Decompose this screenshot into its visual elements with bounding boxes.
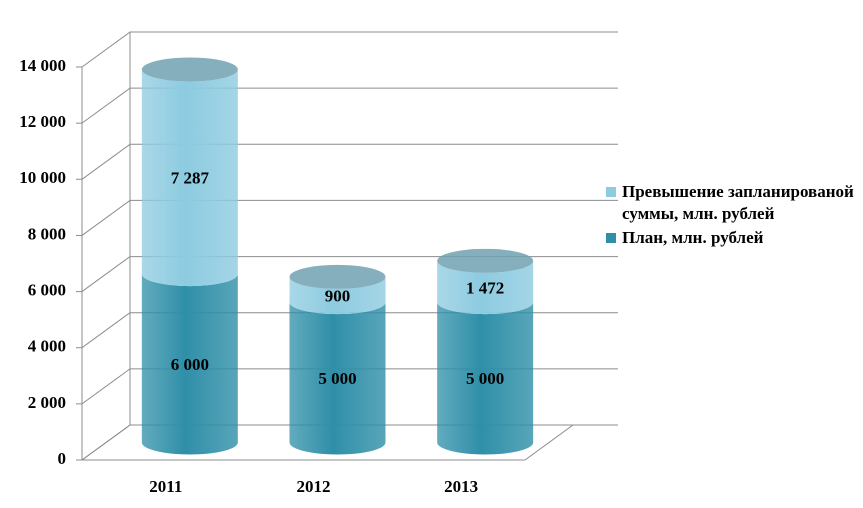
x-tick-label: 2013 bbox=[444, 477, 478, 496]
grid-line bbox=[81, 199, 618, 236]
cylinder-segment bbox=[141, 69, 238, 287]
legend-swatch bbox=[606, 233, 616, 243]
y-tick-label: 10 000 bbox=[19, 168, 66, 187]
cylinder-top bbox=[437, 248, 534, 273]
value-label: 1 472 bbox=[466, 278, 504, 297]
y-tick-label: 8 000 bbox=[28, 224, 66, 243]
value-label: 5 000 bbox=[318, 369, 356, 388]
cylinder-segment bbox=[437, 260, 534, 315]
y-tick-label: 2 000 bbox=[28, 393, 66, 412]
y-tick-label: 0 bbox=[58, 449, 67, 468]
grid-line bbox=[81, 87, 618, 124]
y-tick-label: 14 000 bbox=[19, 56, 66, 75]
value-label: 900 bbox=[325, 286, 351, 305]
legend-swatch bbox=[606, 187, 616, 197]
legend-item: План, млн. рублей bbox=[606, 227, 856, 249]
grid-line bbox=[81, 143, 618, 180]
cylinder-segment bbox=[289, 276, 386, 315]
value-label: 7 287 bbox=[171, 169, 210, 188]
legend-label: План, млн. рублей bbox=[622, 228, 764, 247]
value-label: 6 000 bbox=[171, 355, 209, 374]
legend-item: Превышение запланированой суммы, млн. ру… bbox=[606, 181, 856, 225]
value-label: 5 000 bbox=[466, 369, 504, 388]
cylinder-segment bbox=[141, 274, 238, 455]
y-tick-label: 12 000 bbox=[19, 112, 66, 131]
legend-label: Превышение запланированой суммы, млн. ру… bbox=[622, 182, 854, 223]
cylinder-top bbox=[289, 264, 386, 289]
y-tick-label: 6 000 bbox=[28, 280, 66, 299]
cylinder-top bbox=[141, 57, 238, 82]
cylinder-segment bbox=[437, 302, 534, 455]
legend: Превышение запланированой суммы, млн. ру… bbox=[606, 181, 856, 251]
x-tick-label: 2012 bbox=[297, 477, 331, 496]
cylinder-segment bbox=[289, 302, 386, 455]
y-tick-label: 4 000 bbox=[28, 337, 66, 356]
x-tick-label: 2011 bbox=[149, 477, 182, 496]
grid-line bbox=[81, 31, 618, 68]
